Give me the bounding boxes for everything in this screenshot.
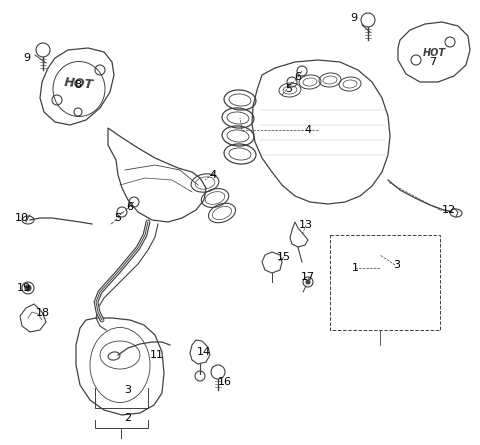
Circle shape [306,280,310,284]
Text: HOT: HOT [64,76,95,92]
Text: 4: 4 [304,125,312,135]
Circle shape [25,285,31,291]
Text: 12: 12 [442,205,456,215]
Text: 6: 6 [295,72,301,82]
Text: 11: 11 [150,350,164,360]
Text: 10: 10 [15,213,29,223]
Bar [330,235,440,330]
Text: 8: 8 [74,80,82,90]
Text: 13: 13 [299,220,313,230]
Text: 2: 2 [124,413,132,423]
Text: 3: 3 [394,260,400,270]
Text: 9: 9 [350,13,358,23]
Text: HOT: HOT [422,48,445,58]
Text: 16: 16 [218,377,232,387]
Text: 17: 17 [301,272,315,282]
Text: 15: 15 [277,252,291,262]
Text: 5: 5 [115,213,121,223]
Text: 6: 6 [127,202,133,212]
Text: 3: 3 [124,385,132,395]
Text: 1: 1 [351,263,359,273]
Text: 5: 5 [286,84,292,94]
Text: 7: 7 [430,57,437,67]
Text: 14: 14 [197,347,211,357]
Text: 18: 18 [36,308,50,318]
Text: 4: 4 [209,170,216,180]
Text: 9: 9 [24,53,31,63]
Text: 19: 19 [17,283,31,293]
